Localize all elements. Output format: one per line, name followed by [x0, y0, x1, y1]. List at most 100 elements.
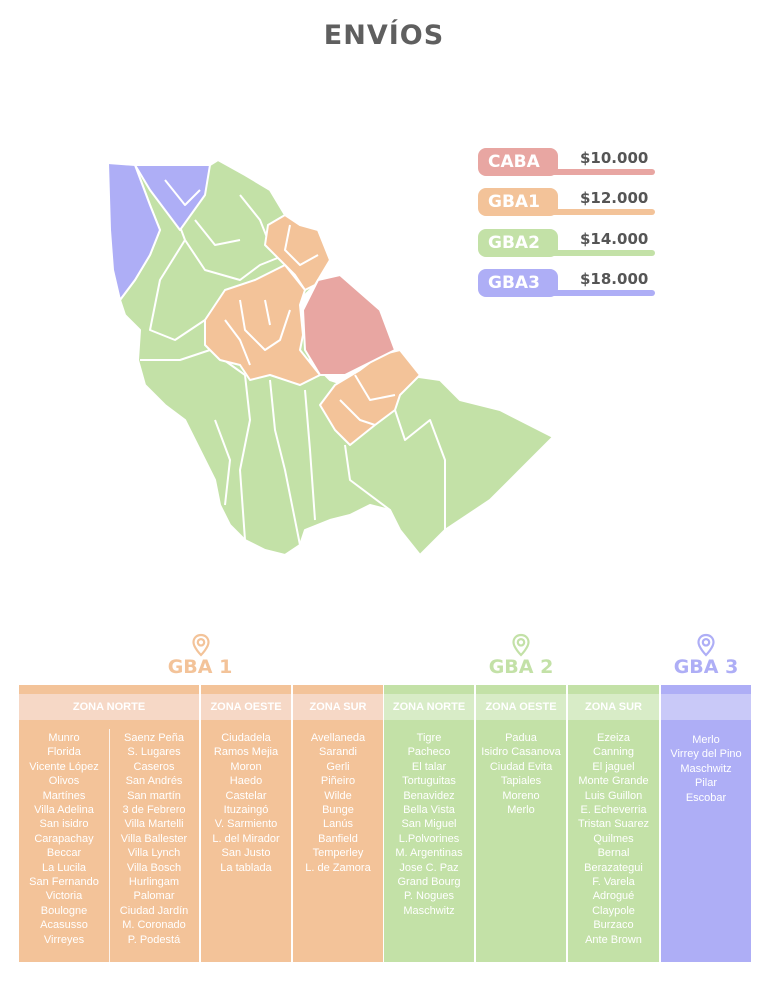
list-item: Escobar	[685, 791, 727, 804]
list-item: Sarandi	[319, 746, 357, 759]
legend-pill-gba3: GBA3	[478, 269, 558, 297]
list-item: Bunge	[322, 804, 354, 817]
list-item: El talar	[411, 760, 447, 773]
list-item: Ciudadela	[221, 732, 271, 744]
zone-header: ZONA NORTE	[384, 694, 474, 720]
list-item: Benavidez	[403, 789, 455, 802]
list-item: Ramos Mejia	[213, 746, 279, 759]
list-item: Virreyes	[43, 933, 85, 946]
legend-bar	[538, 290, 655, 296]
zone-list: Tigre Pacheco El talar Tortuguitas Benavidez…	[384, 731, 474, 918]
map-zone-gba3-north	[134, 164, 211, 231]
list-item: Bernal	[597, 847, 630, 860]
column-divider	[474, 685, 476, 962]
list-item: Moreno	[502, 789, 540, 802]
list-item: Adrogué	[592, 890, 635, 903]
list-item: Berazategui	[584, 861, 643, 874]
gba1-zona-sur: ZONA SUR Avellaneda Sarandi Gerli Piñeiro Wi…	[293, 685, 383, 962]
list-item: Temperley	[312, 847, 364, 860]
list-item: Munro	[48, 732, 80, 744]
list-item: Jose C. Paz	[399, 861, 459, 874]
list-item: Ciudad Evita	[489, 760, 553, 773]
list-item: Florida	[47, 746, 81, 759]
list-item: Martínes	[42, 789, 86, 802]
legend-bar	[538, 169, 655, 175]
list-item: Ezeiza	[596, 732, 631, 744]
list-item: E. Echeverria	[580, 804, 647, 817]
list-item: Avellaneda	[310, 732, 366, 744]
legend-price-gba3: $18.000	[580, 270, 649, 288]
zone-list: Padua Isidro Casanova Ciudad Evita Tapiales…	[476, 731, 566, 817]
legend-pill-gba2: GBA2	[478, 229, 558, 257]
list-item: Villa Adelina	[34, 804, 94, 817]
list-item: Tristan Suarez	[577, 818, 650, 831]
list-item: San Miguel	[401, 818, 457, 831]
list-item: Quilmes	[593, 832, 634, 845]
legend-row-gba1: GBA1 $12.000	[478, 188, 656, 218]
list-item: P. Podestá	[127, 933, 181, 946]
list-item: El jaguel	[592, 760, 635, 773]
list-item: Isidro Casanova	[481, 746, 561, 759]
map-zone-gba3	[107, 162, 161, 301]
list-item: San Andrés	[125, 775, 183, 788]
legend-pill-caba: CABA	[478, 148, 558, 176]
list-item: Boulogne	[40, 904, 88, 917]
list-item: Beccar	[46, 847, 82, 860]
zone-list: Avellaneda Sarandi Gerli Piñeiro Wilde Bunge L…	[293, 731, 383, 875]
gba2-zona-norte: ZONA NORTE Tigre Pacheco El talar Tortuguit…	[384, 685, 474, 962]
list-item: Tapiales	[500, 775, 542, 788]
list-item: Pacheco	[407, 746, 451, 759]
list-item: San martín	[127, 789, 181, 802]
list-item: San Fernando	[29, 876, 99, 889]
list-item: Villa Bosch	[126, 861, 182, 874]
list-item: F. Varela	[592, 876, 635, 889]
location-pin-icon	[697, 633, 715, 657]
list-item: Moron	[230, 760, 262, 773]
location-pin-icon	[192, 633, 210, 657]
list-item: Carapachay	[34, 832, 94, 845]
legend-row-caba: CABA $10.000	[478, 148, 656, 178]
buenos-aires-districts-map	[107, 159, 554, 556]
list-item: Haedo	[229, 775, 263, 788]
column-divider	[109, 729, 110, 962]
list-item: M. Argentinas	[395, 847, 463, 860]
list-item: Acasusso	[40, 919, 88, 932]
gba2-zona-oeste: ZONA OESTE Padua Isidro Casanova Ciudad Ev…	[476, 685, 566, 962]
zone-header: ZONA NORTE	[19, 694, 199, 720]
zone-header: ZONA SUR	[568, 694, 659, 720]
legend-price-gba2: $14.000	[580, 230, 649, 248]
gba1-region: ZONA NORTE Munro Florida Vicente López Oliv…	[19, 685, 383, 962]
list-item: Palomar	[133, 890, 175, 903]
legend-row-gba3: GBA3 $18.000	[478, 269, 656, 299]
list-item: Lanús	[323, 818, 353, 831]
list-item: Merlo	[507, 804, 535, 817]
list-item: Villa Ballester	[120, 832, 188, 845]
list-item: P. Nogues	[404, 890, 454, 903]
list-item: San Justo	[221, 847, 271, 860]
zone-list: Saenz Peña S. Lugares Caseros San Andrés San…	[109, 731, 199, 947]
list-item: Olivos	[48, 775, 80, 788]
map-zone-gba1-west	[204, 264, 321, 386]
list-item: M. Coronado	[122, 919, 186, 932]
column-divider	[291, 685, 293, 962]
list-item: Maschwitz	[680, 762, 732, 775]
legend-bar	[538, 250, 655, 256]
list-item: Padua	[505, 732, 537, 744]
list-item: Ciudad Jardín	[119, 904, 189, 917]
gba2-zona-sur: ZONA SUR Ezeiza Canning El jaguel Monte Gra…	[568, 685, 659, 962]
gba2-region: ZONA NORTE Tigre Pacheco El talar Tortuguit…	[384, 685, 659, 962]
column-divider	[566, 685, 568, 962]
list-item: Vicente López	[29, 760, 99, 773]
list-item: Ituzaingó	[223, 804, 269, 817]
list-item: La tablada	[220, 861, 272, 874]
list-item: L.Polvorines	[398, 832, 460, 845]
gba3-region: Merlo Virrey del Pino Maschwitz Pilar Escoba…	[661, 685, 751, 962]
list-item: La Lucila	[41, 861, 87, 874]
group-title-gba2: GBA 2	[488, 656, 554, 678]
list-item: Banfield	[318, 832, 358, 845]
list-item: Maschwitz	[403, 904, 455, 917]
list-item: Tigre	[416, 732, 442, 744]
list-item: Tortuguitas	[402, 775, 456, 788]
zone-list: Ezeiza Canning El jaguel Monte Grande Luis G…	[568, 731, 659, 947]
list-item: L. de Zamora	[305, 861, 371, 874]
